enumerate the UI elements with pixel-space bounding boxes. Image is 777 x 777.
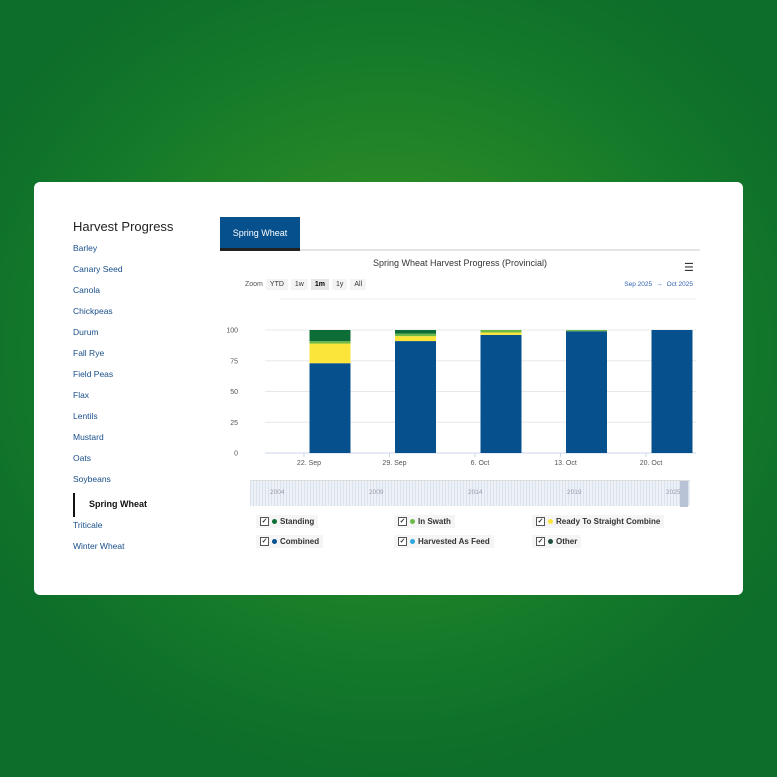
zoom-all-button[interactable]: All <box>350 279 367 290</box>
legend-item-combined[interactable]: ✓ Combined <box>256 535 324 548</box>
zoom-1y-button[interactable]: 1y <box>331 279 348 290</box>
bar-in-swath[interactable] <box>309 341 351 344</box>
bar-ready-to-straight-combine[interactable] <box>395 336 436 342</box>
x-tick-label: 29. Sep <box>382 460 406 467</box>
range-from[interactable]: Sep 2025 <box>624 281 653 288</box>
navigator-year: 2019 <box>567 489 582 496</box>
y-tick-label: 100 <box>226 328 238 335</box>
series-dot-icon <box>410 519 415 524</box>
series-dot-icon <box>410 539 415 544</box>
zoom-label: Zoom <box>245 281 263 288</box>
bar-in-swath[interactable] <box>566 330 607 332</box>
legend-item-standing[interactable]: ✓ Standing <box>256 515 319 528</box>
bar-ready-to-straight-combine[interactable] <box>480 332 522 335</box>
legend-label: In Swath <box>418 517 451 526</box>
legend-item-in-swath[interactable]: ✓ In Swath <box>394 515 455 528</box>
chart: Spring Wheat Harvest Progress (Provincia… <box>220 252 700 582</box>
navigator-year: 2004 <box>270 489 285 496</box>
x-tick-label: 20. Oct <box>640 460 663 467</box>
harvest-card: Harvest Progress Barley Canary Seed Canola… <box>34 182 743 595</box>
sidebar-title: Harvest Progress <box>73 219 174 234</box>
navigator-scrollbar[interactable]: 2004 2009 2014 2019 2025 <box>250 480 690 507</box>
sidebar-item-mustard[interactable]: Mustard <box>73 432 104 442</box>
range-to[interactable]: Oct 2025 <box>666 281 693 288</box>
checkbox-checked-icon[interactable]: ✓ <box>398 517 407 526</box>
sidebar-item-canary-seed[interactable]: Canary Seed <box>73 264 123 274</box>
legend-label: Standing <box>280 517 315 526</box>
navigator-year: 2014 <box>468 489 483 496</box>
legend-label: Combined <box>280 537 320 546</box>
sidebar-item-spring-wheat[interactable]: Spring Wheat <box>73 493 147 517</box>
sidebar-item-durum[interactable]: Durum <box>73 327 99 337</box>
zoom-controls: Zoom YTD 1w 1m 1y All <box>245 279 367 290</box>
sidebar-item-canola[interactable]: Canola <box>73 285 100 295</box>
bar-standing[interactable] <box>395 330 436 334</box>
navigator-year: 2009 <box>369 489 384 496</box>
legend-item-harvested-as-feed[interactable]: ✓ Harvested As Feed <box>394 535 494 548</box>
series-dot-icon <box>272 539 277 544</box>
y-tick-label: 0 <box>234 451 238 458</box>
bar-combined[interactable] <box>395 341 436 453</box>
navigator-handle[interactable] <box>680 481 688 507</box>
crop-list: Barley Canary Seed Canola Chickpeas Durum Fal… <box>73 243 147 562</box>
bar-in-swath[interactable] <box>395 333 436 337</box>
bar-combined[interactable] <box>566 331 607 453</box>
bar-ready-to-straight-combine[interactable] <box>309 343 351 364</box>
y-tick-label: 75 <box>230 358 238 365</box>
checkbox-checked-icon[interactable]: ✓ <box>536 537 545 546</box>
checkbox-checked-icon[interactable]: ✓ <box>536 517 545 526</box>
legend-item-ready-to-straight-combine[interactable]: ✓ Ready To Straight Combine <box>532 515 665 528</box>
hamburger-icon[interactable]: ☰ <box>684 262 694 274</box>
checkbox-checked-icon[interactable]: ✓ <box>260 517 269 526</box>
zoom-1m-button[interactable]: 1m <box>310 279 329 290</box>
bar-combined[interactable] <box>651 330 693 453</box>
bar-standing[interactable] <box>309 330 351 342</box>
series-dot-icon <box>272 519 277 524</box>
legend-label: Other <box>556 537 578 546</box>
sidebar-item-winter-wheat[interactable]: Winter Wheat <box>73 541 125 551</box>
arrow-icon: → <box>656 281 663 288</box>
tab-divider <box>300 249 700 251</box>
y-tick-label: 25 <box>230 420 238 427</box>
sidebar-item-fall-rye[interactable]: Fall Rye <box>73 348 105 358</box>
sidebar-item-chickpeas[interactable]: Chickpeas <box>73 306 113 316</box>
bar-combined[interactable] <box>480 334 522 453</box>
date-range: Sep 2025 → Oct 2025 <box>624 281 693 288</box>
sidebar-item-soybeans[interactable]: Soybeans <box>73 474 111 484</box>
legend-item-other[interactable]: ✓ Other <box>532 535 582 548</box>
chart-title: Spring Wheat Harvest Progress (Provincia… <box>372 258 548 268</box>
legend-label: Harvested As Feed <box>418 537 490 546</box>
x-tick-label: 22. Sep <box>297 460 321 467</box>
bar-in-swath[interactable] <box>480 330 522 333</box>
sidebar-item-field-peas[interactable]: Field Peas <box>73 369 114 379</box>
navigator-year: 2025 <box>666 489 681 496</box>
zoom-ytd-button[interactable]: YTD <box>265 279 288 290</box>
sidebar-item-oats[interactable]: Oats <box>73 453 91 463</box>
sidebar-item-triticale[interactable]: Triticale <box>73 520 103 530</box>
legend-label: Ready To Straight Combine <box>556 517 661 526</box>
bar-combined[interactable] <box>309 363 351 453</box>
zoom-1w-button[interactable]: 1w <box>290 279 308 290</box>
sidebar-item-lentils[interactable]: Lentils <box>73 411 98 421</box>
sidebar-item-flax[interactable]: Flax <box>73 390 90 400</box>
plot-area: 0 25 50 75 100 22. Sep 29. Sep 6. Oct 13. Oct 20.… <box>226 298 696 467</box>
series-dot-icon <box>548 519 553 524</box>
y-tick-label: 50 <box>230 389 238 396</box>
series-dot-icon <box>548 539 553 544</box>
x-tick-label: 13. Oct <box>554 460 577 467</box>
checkbox-checked-icon[interactable]: ✓ <box>398 537 407 546</box>
tab-spring-wheat[interactable]: Spring Wheat <box>220 217 300 251</box>
x-tick-label: 6. Oct <box>471 460 490 467</box>
sidebar-item-barley[interactable]: Barley <box>73 243 98 253</box>
checkbox-checked-icon[interactable]: ✓ <box>260 537 269 546</box>
